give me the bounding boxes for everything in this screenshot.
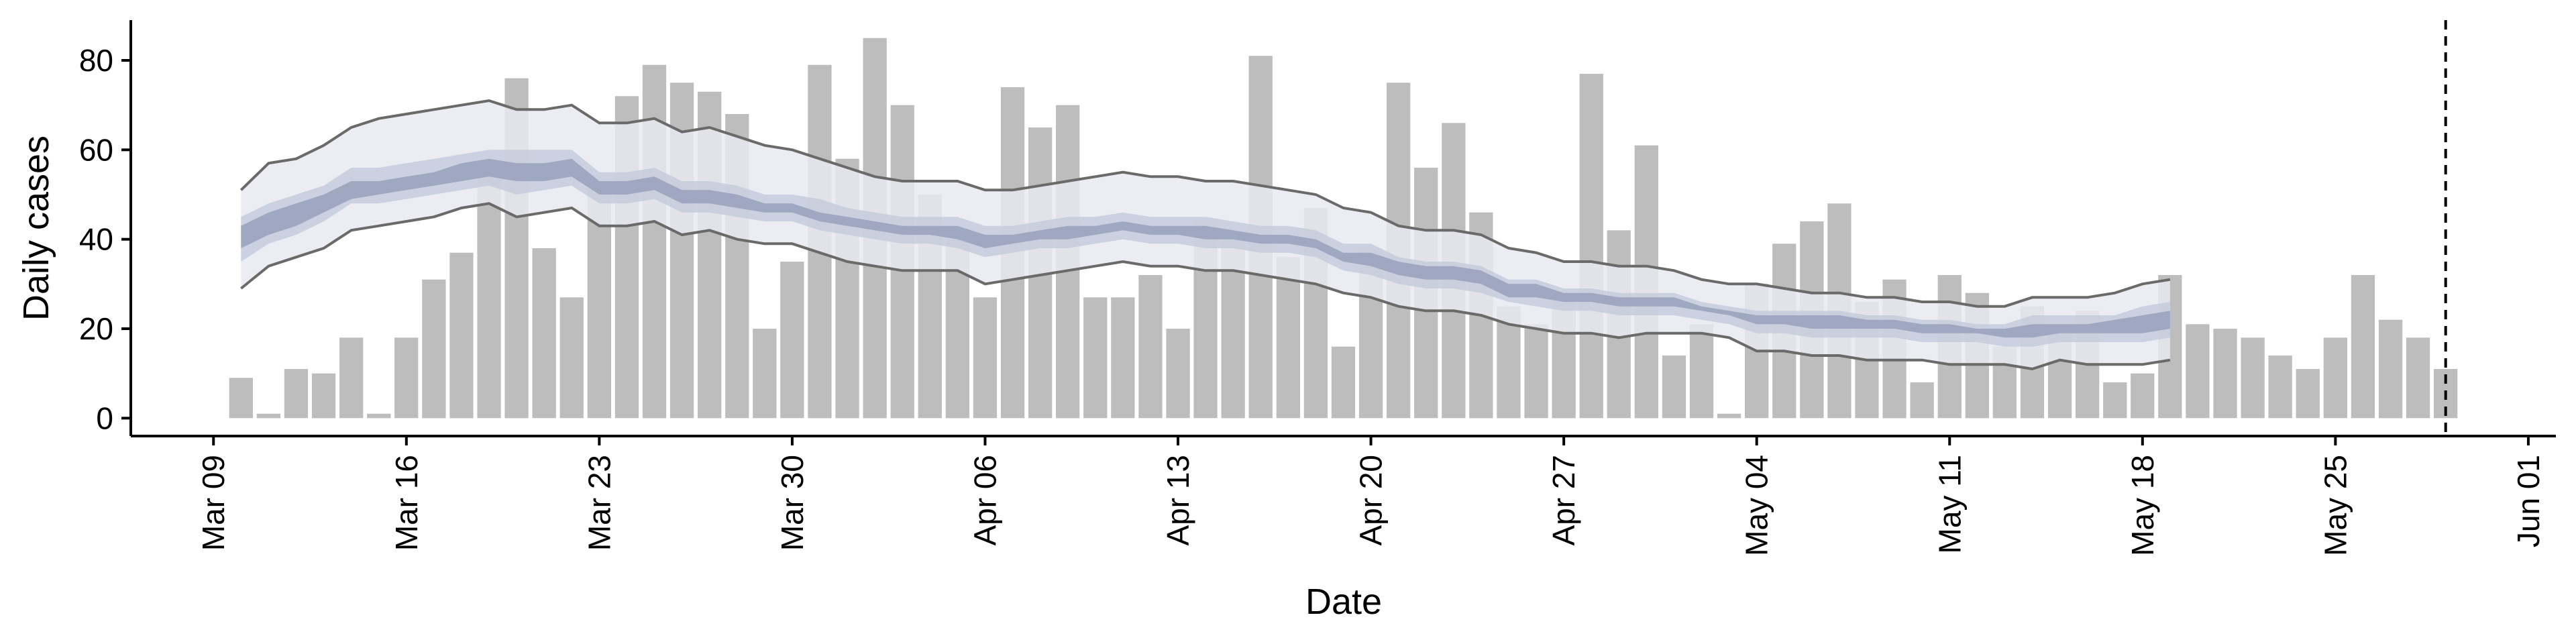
bar <box>229 378 253 419</box>
y-tick-label: 0 <box>96 400 113 435</box>
x-tick-label: Mar 09 <box>196 455 231 551</box>
bar <box>2213 329 2237 419</box>
x-tick-label: Jun 01 <box>2511 455 2546 547</box>
x-tick-label: Apr 13 <box>1161 455 1195 546</box>
bar <box>394 337 419 419</box>
bar <box>2351 275 2375 419</box>
bar <box>2406 337 2430 419</box>
x-tick-label: Mar 30 <box>775 455 810 551</box>
bar <box>753 329 777 419</box>
bar <box>559 297 584 419</box>
bar <box>1662 356 1686 419</box>
x-tick-label: May 25 <box>2318 455 2353 556</box>
y-tick-label: 80 <box>79 43 113 78</box>
bar <box>1717 413 1741 419</box>
y-tick-label: 60 <box>79 132 113 167</box>
bar <box>449 252 474 419</box>
lower-ci-line <box>240 202 2171 371</box>
bar <box>339 337 364 419</box>
bar <box>284 369 309 419</box>
bar <box>422 279 446 419</box>
x-tick-label: Apr 27 <box>1546 455 1581 546</box>
bar <box>1331 346 1356 419</box>
bar <box>1276 257 1300 419</box>
bar <box>1166 329 1190 419</box>
bar <box>2131 373 2155 419</box>
bar <box>2268 356 2292 419</box>
upper-ci-line <box>239 99 2171 308</box>
bar <box>2186 324 2210 419</box>
ci-lines <box>239 99 2171 371</box>
core-band <box>241 158 2170 338</box>
x-tick-label: May 04 <box>1739 455 1774 556</box>
x-tick-label: Apr 20 <box>1354 455 1389 546</box>
bar <box>2241 337 2265 419</box>
bar <box>532 248 556 419</box>
bar <box>1689 324 1714 419</box>
bar <box>2103 382 2127 419</box>
y-tick-label: 20 <box>79 311 113 346</box>
bar <box>1138 275 1163 419</box>
bar <box>1524 324 1548 419</box>
x-tick-label: Mar 23 <box>582 455 616 551</box>
x-tick-label: Apr 06 <box>968 455 1003 546</box>
bar <box>2323 337 2347 419</box>
bar <box>1083 297 1108 419</box>
bar <box>1579 74 1603 419</box>
x-axis-title: Date <box>1305 582 1382 622</box>
bar <box>311 373 336 419</box>
bar <box>256 413 280 419</box>
bar <box>587 190 611 419</box>
x-ticks: Mar 09 Mar 16 Mar 23 Mar 30 Apr 06 Apr 13 Apr … <box>196 436 2546 556</box>
y-ticks: 0 20 40 60 80 <box>79 43 131 435</box>
bar <box>2378 319 2403 419</box>
bar <box>367 413 391 419</box>
y-tick-label: 40 <box>79 222 113 257</box>
y-axis-title: Daily cases <box>16 136 56 321</box>
bar <box>973 297 998 419</box>
bar <box>2296 369 2320 419</box>
bar <box>477 176 501 419</box>
estimate-bands <box>241 101 2170 369</box>
x-tick-label: May 11 <box>1932 455 1967 553</box>
bar <box>1910 382 1934 419</box>
x-tick-label: Mar 16 <box>389 455 424 551</box>
bar <box>780 262 804 419</box>
x-tick-label: May 18 <box>2125 455 2160 556</box>
axes: 0 20 40 60 80 Mar 09 Mar 16 Mar 23 Mar 30 Apr 06… <box>79 20 2556 556</box>
bar <box>1111 297 1135 419</box>
